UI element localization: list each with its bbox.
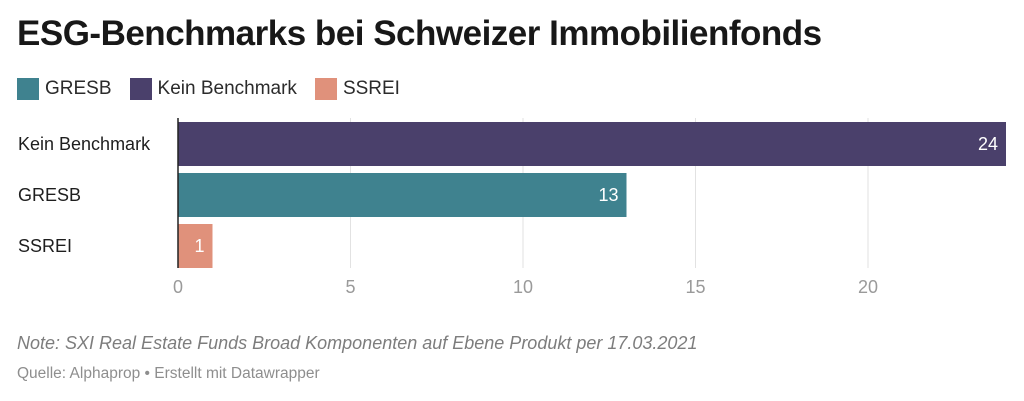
x-tick-label-5: 5: [345, 277, 355, 297]
legend-item-kein-benchmark: Kein Benchmark: [129, 78, 297, 100]
bar-kein-benchmark: [178, 122, 1006, 166]
legend-swatch-kein-benchmark: [129, 78, 152, 100]
legend-label-ssrei: SSREI: [342, 78, 400, 99]
chart-title: ESG-Benchmarks bei Schweizer Immobilienf…: [17, 14, 822, 53]
category-label-ssrei: SSREI: [18, 236, 72, 256]
legend-label-gresb: GRESB: [45, 78, 112, 99]
legend: GRESB Kein Benchmark SSREI: [17, 77, 418, 101]
chart-source: Quelle: Alphaprop • Erstellt mit Datawra…: [17, 365, 320, 382]
value-label-kein-benchmark: 24: [978, 134, 998, 154]
legend-label-kein-benchmark: Kein Benchmark: [157, 78, 297, 99]
value-label-gresb: 13: [598, 185, 618, 205]
bar-ssrei: [178, 224, 213, 268]
legend-item-ssrei: SSREI: [314, 78, 400, 100]
x-tick-label-10: 10: [513, 277, 533, 297]
x-tick-label-15: 15: [685, 277, 705, 297]
value-label-ssrei: 1: [194, 236, 204, 256]
chart-note: Note: SXI Real Estate Funds Broad Kompon…: [17, 333, 698, 353]
category-label-gresb: GRESB: [18, 185, 81, 205]
x-tick-label-0: 0: [173, 277, 183, 297]
legend-item-gresb: GRESB: [17, 78, 112, 100]
category-label-kein-benchmark: Kein Benchmark: [18, 134, 151, 154]
legend-swatch-ssrei: [314, 78, 337, 100]
legend-swatch-gresb: [17, 78, 39, 100]
bar-gresb: [178, 173, 627, 217]
x-tick-label-20: 20: [858, 277, 878, 297]
